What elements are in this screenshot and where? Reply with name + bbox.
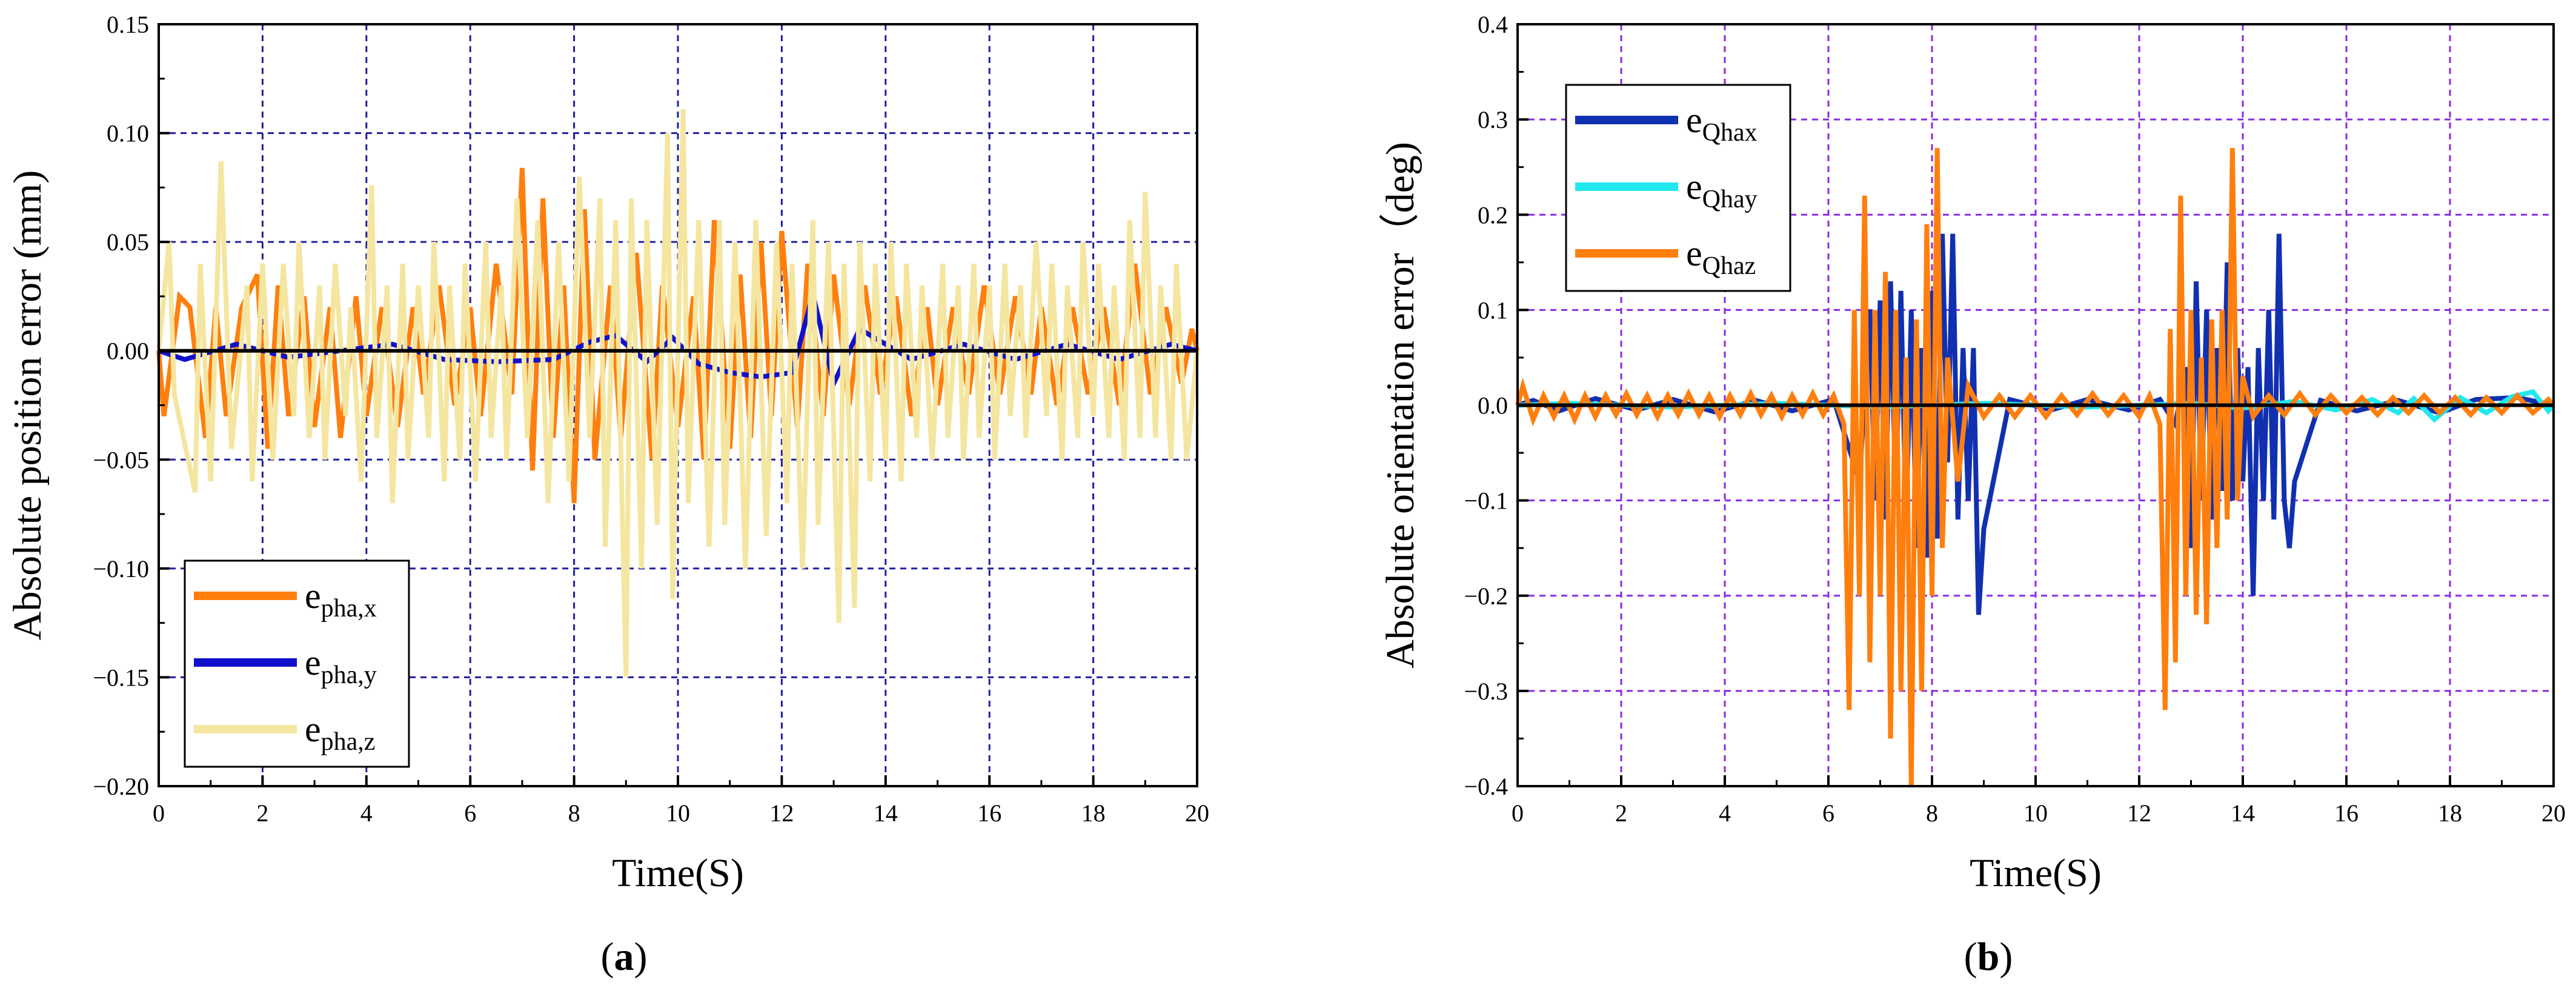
panel-b-legend-label: eQhay <box>1686 167 1758 213</box>
panel-a-x-tick-label: 6 <box>464 799 476 827</box>
panel-b-legend: eQhax eQhay eQhaz <box>1565 84 1791 292</box>
panel-b-y-axis-label: Absolute orientation error（deg) <box>1378 142 1422 669</box>
panel-a-legend-label: epha,x <box>305 576 377 623</box>
panel-b-series-Qhax <box>1516 233 2554 615</box>
panel-b-y-tick-label: 0.1 <box>1478 296 1508 324</box>
panel-a-x-tick-label: 0 <box>153 799 165 827</box>
panel-b-x-tick-label: 18 <box>2438 799 2462 827</box>
panel-a-x-tick-label: 14 <box>874 799 898 827</box>
panel-a-y-tick-label: −0.10 <box>93 555 149 582</box>
panel-a-position-error: 0 2 4 6 8 10 12 14 16 18 20 −0.20 −0.15 −0.10 −0.05 0.0… <box>5 11 1209 979</box>
panel-b-x-axis-label: Time(S) <box>1970 851 2102 895</box>
panel-b-x-tick-label: 14 <box>2231 799 2255 827</box>
panel-a-legend-label: epha,z <box>305 709 375 756</box>
panel-a-legend: epha,x epha,y epha,z <box>184 559 410 768</box>
panel-a-y-axis-label: Absolute position error (mm) <box>5 170 50 640</box>
panel-a-label: (a) <box>601 935 648 979</box>
panel-b-y-tick-label: 0.0 <box>1478 392 1508 419</box>
panel-a-y-tick-label: 0.00 <box>107 338 149 365</box>
panel-b-x-tick-label: 2 <box>1615 799 1627 827</box>
panel-a-ticks: 0 2 4 6 8 10 12 14 16 18 20 −0.20 −0.15 −0.10 −0.05 0.0… <box>93 11 1209 827</box>
panel-a-x-tick-label: 16 <box>977 799 1001 827</box>
panel-b-y-tick-label: 0.2 <box>1478 201 1508 229</box>
panel-b-label: (b) <box>1964 935 2013 979</box>
panel-b-orientation-error: 0 2 4 6 8 10 12 14 16 18 20 −0.4 −0.3 −0.2 −0.1 0.0 0.1 0… <box>1378 11 2566 979</box>
panel-a-y-tick-label: −0.05 <box>93 446 149 473</box>
panel-a-grid <box>159 24 1197 786</box>
panel-b-y-tick-label: −0.1 <box>1464 487 1508 515</box>
panel-b-x-tick-label: 20 <box>2541 799 2566 827</box>
panel-a-legend-label: epha,y <box>305 643 377 689</box>
panel-b-x-tick-label: 16 <box>2334 799 2359 827</box>
panel-a-x-tick-label: 8 <box>568 799 580 827</box>
panel-b-x-tick-label: 0 <box>1512 799 1524 827</box>
panel-b-ticks: 0 2 4 6 8 10 12 14 16 18 20 −0.4 −0.3 −0.2 −0.1 0.0 0.1 0… <box>1464 11 2566 827</box>
panel-b-series-Qhaz <box>1515 148 2555 787</box>
panel-a-x-axis-label: Time(S) <box>612 851 744 895</box>
panel-a-x-tick-label: 12 <box>769 799 794 827</box>
panel-a-x-tick-label: 2 <box>256 799 268 827</box>
panel-b-grid <box>1518 24 2554 786</box>
panel-b-x-tick-label: 8 <box>1926 799 1938 827</box>
panel-a-x-tick-label: 4 <box>360 799 373 827</box>
panel-a-y-tick-label: 0.05 <box>107 229 149 256</box>
panel-b-y-tick-label: −0.2 <box>1464 582 1508 610</box>
panel-a-series <box>156 109 1200 678</box>
panel-b-y-tick-label: −0.4 <box>1464 773 1508 800</box>
panel-a-series-pha-z <box>156 109 1200 678</box>
panel-b-y-tick-label: 0.3 <box>1478 106 1508 133</box>
panel-a-series-pha-x <box>156 167 1200 504</box>
panel-b-y-tick-label: 0.4 <box>1478 11 1508 38</box>
panel-a-y-tick-label: 0.15 <box>107 11 149 38</box>
panel-a-y-tick-label: −0.15 <box>93 664 149 691</box>
panel-b-x-tick-label: 6 <box>1822 799 1834 827</box>
panel-a-x-tick-label: 10 <box>666 799 690 827</box>
panel-b-legend-label: eQhax <box>1686 100 1758 147</box>
panel-a-x-tick-label: 20 <box>1185 799 1209 827</box>
panel-a-y-tick-label: −0.20 <box>93 773 149 800</box>
panel-b-y-tick-label: −0.3 <box>1464 678 1508 705</box>
panel-a-y-tick-label: 0.10 <box>107 120 149 147</box>
panel-a-x-tick-label: 18 <box>1081 799 1106 827</box>
panel-b-x-tick-label: 4 <box>1719 799 1731 827</box>
panel-b-x-tick-label: 10 <box>2023 799 2048 827</box>
panel-b-legend-label: eQhaz <box>1686 233 1756 280</box>
panel-b-x-tick-label: 12 <box>2127 799 2151 827</box>
